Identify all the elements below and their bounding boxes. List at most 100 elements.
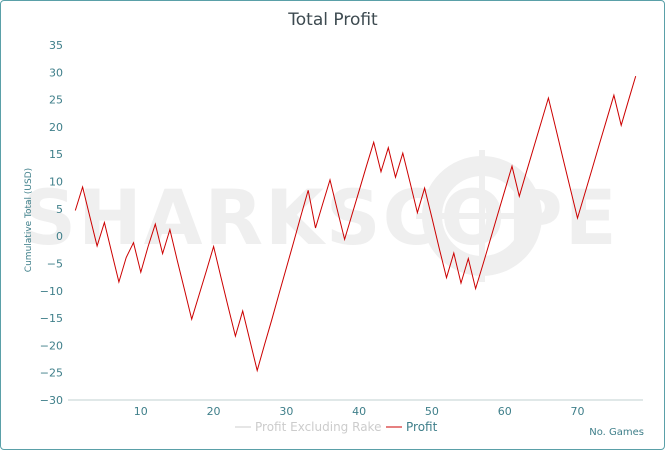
data-point[interactable] [394,175,398,179]
data-point[interactable] [597,142,601,146]
data-point[interactable] [95,244,99,248]
data-point[interactable] [437,246,441,250]
data-point[interactable] [314,226,318,230]
data-point[interactable] [466,257,470,261]
data-point[interactable] [546,96,550,100]
data-point[interactable] [619,123,623,127]
data-point[interactable] [415,211,419,215]
data-point[interactable] [117,280,121,284]
x-tick-label: 30 [279,405,293,418]
data-point[interactable] [233,334,237,338]
data-point[interactable] [517,194,521,198]
data-point[interactable] [292,240,296,244]
y-tick-label: 0 [56,230,63,243]
data-point[interactable] [357,189,361,193]
data-point[interactable] [554,126,558,130]
data-point[interactable] [255,369,259,373]
data-point[interactable] [503,189,507,193]
data-point[interactable] [204,269,208,273]
data-point[interactable] [212,245,216,249]
data-point[interactable] [350,213,354,217]
data-point[interactable] [343,237,347,241]
y-tick-label: 10 [49,176,63,189]
data-point[interactable] [110,251,114,255]
data-point[interactable] [168,228,172,232]
data-point[interactable] [364,164,368,168]
y-tick-label: −20 [40,339,63,352]
data-point[interactable] [81,185,85,189]
data-point[interactable] [495,213,499,217]
legend-item-profit[interactable]: Profit [386,420,438,434]
data-point[interactable] [452,251,456,255]
data-point[interactable] [263,343,267,347]
data-point[interactable] [299,214,303,218]
data-point[interactable] [372,140,376,144]
data-point[interactable] [459,281,463,285]
x-tick-label: 60 [498,405,512,418]
data-point[interactable] [525,170,529,174]
data-point[interactable] [277,292,281,296]
data-point[interactable] [284,266,288,270]
data-point[interactable] [423,186,427,190]
y-axis-ticks: 35 30 25 20 15 10 5 0 −5 −10 −15 −20 −25 −30 [40,39,63,407]
data-point[interactable] [408,181,412,185]
data-point[interactable] [612,93,616,97]
data-point[interactable] [190,317,194,321]
data-point[interactable] [605,118,609,122]
x-axis-label: No. Games [589,427,644,438]
data-point[interactable] [335,208,339,212]
data-point[interactable] [175,258,179,262]
data-point[interactable] [328,178,332,182]
series-layer [73,74,638,373]
data-point[interactable] [321,202,325,206]
data-point[interactable] [568,186,572,190]
data-point[interactable] [219,275,223,279]
data-point[interactable] [445,276,449,280]
data-point[interactable] [73,209,77,213]
watermark: SHARKSCOPE [21,150,617,282]
y-tick-label: −25 [40,367,63,380]
data-point[interactable] [139,270,143,274]
data-point[interactable] [183,288,187,292]
data-point[interactable] [386,146,390,150]
series-line-profit [74,75,637,373]
data-point[interactable] [634,74,638,78]
y-tick-label: 15 [49,148,63,161]
data-point[interactable] [626,99,630,103]
data-point[interactable] [248,339,252,343]
data-point[interactable] [474,287,478,291]
data-point[interactable] [379,170,383,174]
data-point[interactable] [590,167,594,171]
scope-crosshair-icon [416,150,548,282]
data-point[interactable] [102,221,106,225]
data-point[interactable] [124,256,128,260]
data-point[interactable] [430,216,434,220]
y-tick-label: −5 [47,257,63,270]
data-point[interactable] [270,318,274,322]
data-point[interactable] [197,293,201,297]
y-tick-label: 25 [49,94,63,107]
data-point[interactable] [132,241,136,245]
data-point[interactable] [241,309,245,313]
data-point[interactable] [226,305,230,309]
y-tick-label: 35 [49,39,63,52]
data-point[interactable] [561,156,565,160]
data-point[interactable] [488,238,492,242]
data-point[interactable] [583,192,587,196]
data-point[interactable] [532,145,536,149]
y-tick-label: 30 [49,66,63,79]
data-point[interactable] [161,252,165,256]
data-point[interactable] [88,215,92,219]
y-tick-label: −15 [40,312,63,325]
data-point[interactable] [146,245,150,249]
y-tick-label: −30 [40,394,63,407]
x-tick-label: 20 [207,405,221,418]
data-point[interactable] [510,164,514,168]
data-point[interactable] [481,263,485,267]
data-point[interactable] [306,188,310,192]
data-point[interactable] [539,121,543,125]
data-point[interactable] [576,216,580,220]
legend-item-profit-excluding-rake[interactable]: Profit Excluding Rake [235,420,381,434]
data-point[interactable] [401,151,405,155]
data-point[interactable] [153,222,157,226]
